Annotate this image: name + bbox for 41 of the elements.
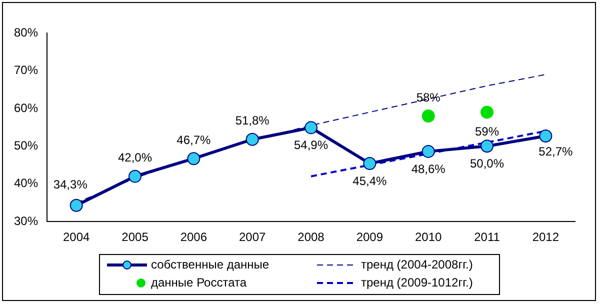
y-tick-label: 30% — [14, 214, 38, 228]
x-tick-label: 2011 — [474, 230, 500, 244]
y-tick-label: 80% — [14, 25, 38, 40]
legend-label: данные Росстата — [151, 275, 247, 290]
y-tick-label: 50% — [14, 138, 38, 152]
x-tick-label: 2006 — [180, 230, 208, 244]
point — [539, 129, 552, 142]
point — [480, 140, 494, 153]
legend-label: тренд (2009-1012гг.) — [361, 275, 473, 290]
point — [304, 121, 318, 134]
x-tick-label: 2004 — [63, 230, 90, 244]
x-tick-label: 2007 — [238, 230, 266, 244]
y-tick-label: 70% — [14, 63, 38, 78]
point — [128, 170, 142, 183]
y-tick-label: 60% — [14, 100, 38, 115]
x-tick-label: 2008 — [298, 230, 325, 244]
data-label: 46,7% — [176, 132, 212, 147]
data-label: 42,0% — [118, 150, 152, 165]
y-tick-label: 40% — [14, 176, 38, 190]
data-label: 59% — [474, 124, 500, 139]
data-label: 34,3% — [53, 178, 88, 192]
point — [422, 109, 435, 122]
point — [480, 106, 494, 119]
x-tick-label: 2009 — [356, 230, 384, 244]
legend-label: тренд (2004-2008гг.) — [361, 257, 473, 272]
point — [187, 152, 200, 166]
data-label: 48,6% — [411, 162, 446, 176]
legend-label: собственные данные — [151, 257, 270, 272]
x-tick-label: 2012 — [532, 230, 560, 244]
x-tick-label: 2010 — [414, 230, 442, 244]
data-label: 54,9% — [294, 138, 328, 152]
data-label: 45,4% — [352, 174, 388, 188]
point — [363, 157, 376, 170]
data-label: 52,7% — [538, 144, 574, 158]
point — [70, 198, 83, 212]
data-label: 58% — [416, 90, 441, 104]
x-tick-label: 2005 — [122, 230, 149, 244]
point — [246, 132, 259, 146]
data-label: 51,8% — [235, 114, 270, 128]
data-label: 50,0% — [470, 156, 504, 170]
point — [422, 144, 435, 158]
